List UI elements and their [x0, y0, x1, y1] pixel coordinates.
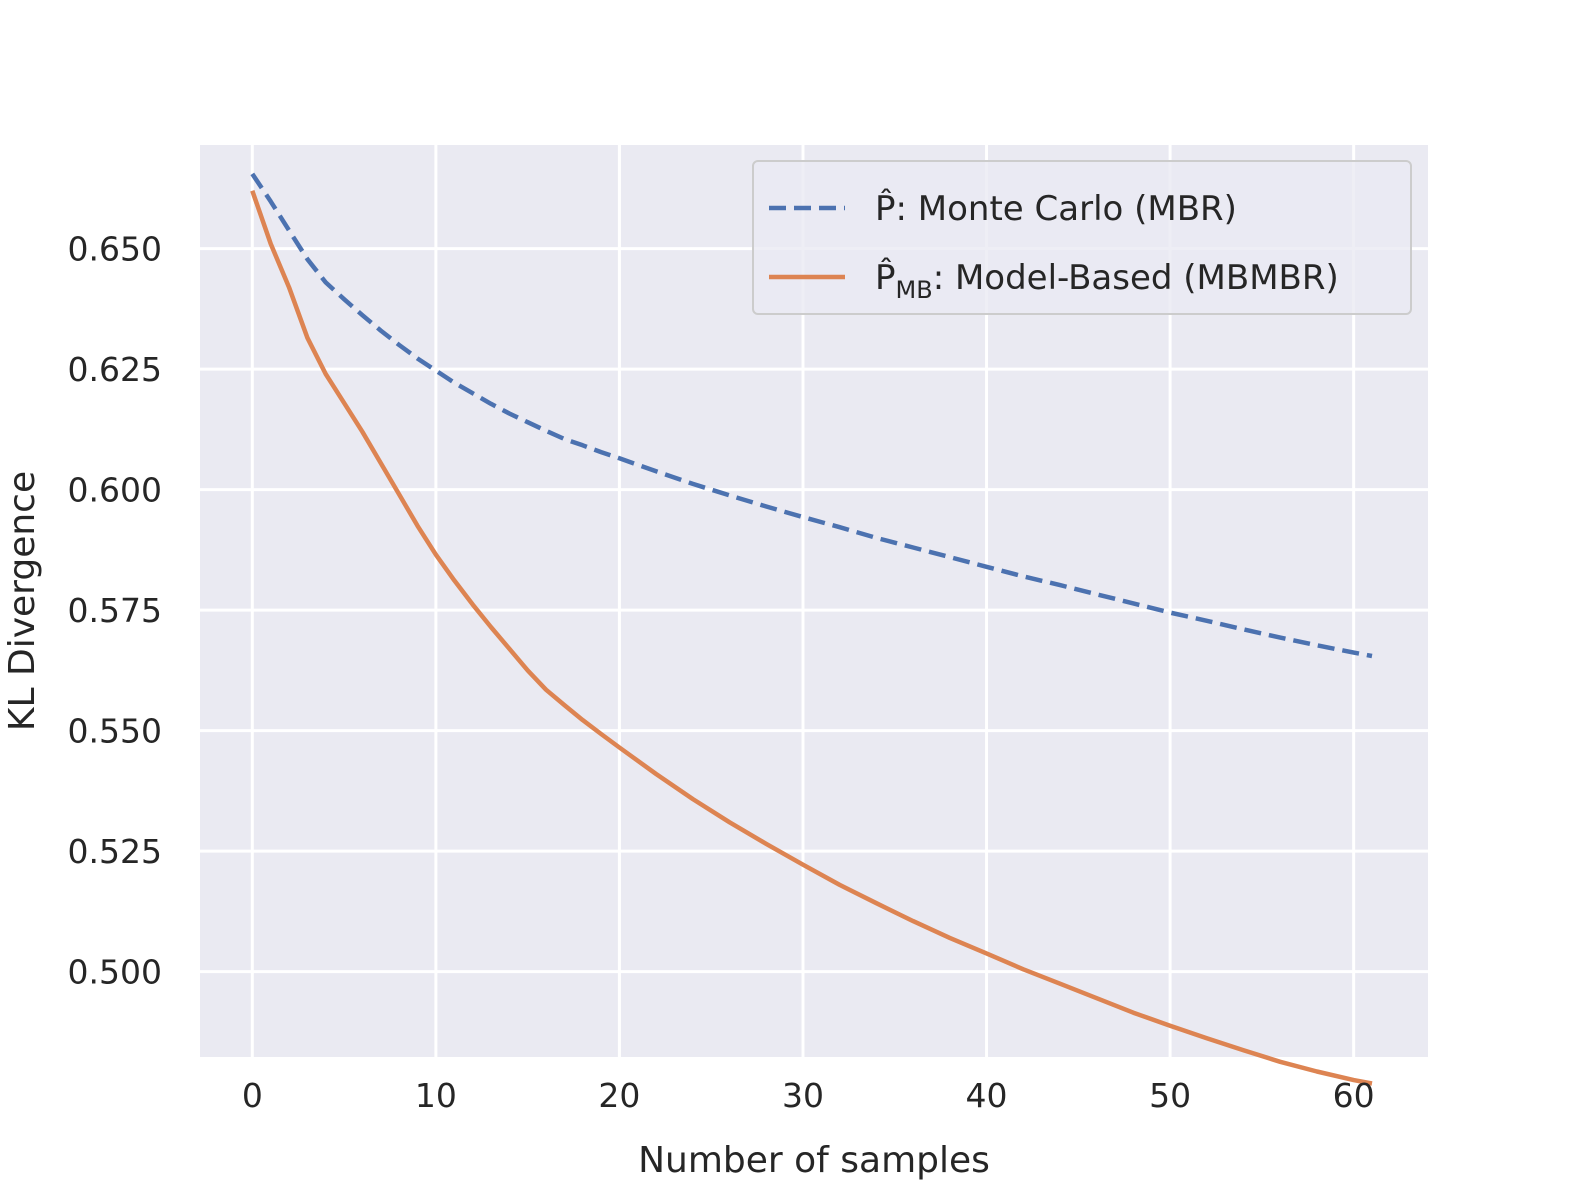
legend-label-monte-carlo: P̂: Monte Carlo (MBR) [875, 188, 1237, 229]
x-tick-label: 10 [415, 1076, 457, 1115]
y-tick-label: 0.575 [68, 591, 162, 630]
y-tick-label: 0.600 [68, 471, 162, 510]
y-tick-label: 0.525 [68, 832, 162, 871]
series-line-model-based [250, 190, 1373, 1086]
legend: P̂: Monte Carlo (MBR) P̂MB: Model-Based … [752, 160, 1412, 315]
x-tick-label: 40 [966, 1076, 1008, 1115]
series-line-monte-carlo [250, 172, 1373, 659]
y-tick-label: 0.550 [68, 712, 162, 751]
x-tick-label: 60 [1333, 1076, 1375, 1115]
x-tick-label: 50 [1149, 1076, 1191, 1115]
y-tick-label: 0.625 [68, 350, 162, 389]
legend-box [752, 160, 1412, 315]
x-tick-label: 30 [782, 1076, 824, 1115]
legend-label-model-based: P̂MB: Model-Based (MBMBR) [875, 257, 1339, 304]
y-axis-label: KL Divergence [2, 471, 43, 731]
x-tick-label: 20 [598, 1076, 640, 1115]
x-axis-label: Number of samples [638, 1140, 990, 1181]
y-tick-label: 0.500 [68, 953, 162, 992]
series-lines [250, 172, 1373, 1086]
y-tick-labels: 0.500 0.525 0.550 0.575 0.600 0.625 0.650 [68, 230, 162, 992]
y-tick-label: 0.650 [68, 230, 162, 269]
x-tick-labels: 0 10 20 30 40 50 60 [242, 1076, 1375, 1115]
x-tick-label: 0 [242, 1076, 263, 1115]
